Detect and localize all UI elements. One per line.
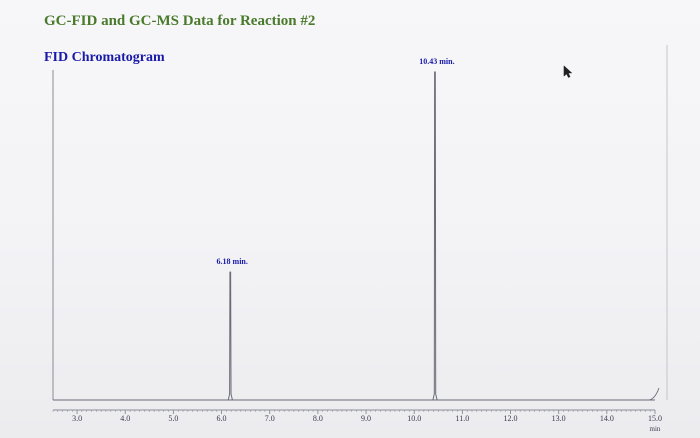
x-tick-label: 4.0: [120, 414, 130, 423]
page-title: GC-FID and GC-MS Data for Reaction #2: [44, 13, 316, 29]
x-tick-label: 5.0: [168, 414, 178, 423]
x-tick-label: 14.0: [600, 414, 614, 423]
peak-label: 6.18 min.: [217, 257, 248, 266]
x-tick-label: 3.0: [72, 414, 82, 423]
mouse-pointer-icon: [563, 65, 573, 83]
x-tick-label: 9.0: [361, 414, 371, 423]
x-tick-label: 10.0: [407, 414, 421, 423]
peak-trace: [227, 271, 233, 401]
x-tick-label: 13.0: [552, 414, 566, 423]
baseline-drift: [648, 387, 660, 401]
x-tick-label: 11.0: [456, 414, 470, 423]
x-tick-label: 15.0: [648, 414, 662, 423]
x-tick-label: 7.0: [265, 414, 275, 423]
x-tick-label: 12.0: [504, 414, 518, 423]
chart-title: FID Chromatogram: [44, 50, 165, 65]
peak-trace: [432, 71, 438, 401]
peak-label: 10.43 min.: [419, 57, 454, 66]
x-tick-label: 6.0: [217, 414, 227, 423]
x-unit-label: min: [650, 425, 661, 433]
x-tick-label: 8.0: [313, 414, 323, 423]
